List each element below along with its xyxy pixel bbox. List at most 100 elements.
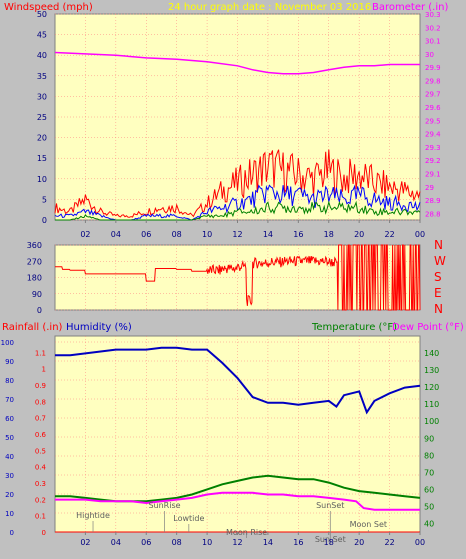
annotation-label: Sun Set	[315, 535, 346, 544]
rainfall-y-tick-label: 0.1	[35, 513, 46, 521]
wind-y-tick-label: 5	[42, 195, 47, 204]
x-tick-label: 12	[232, 538, 242, 547]
direction-y-tick-label: 360	[27, 241, 42, 250]
rainfall-y-tick-label: 0.9	[35, 382, 46, 390]
barometer-y-tick-label: 29.1	[425, 170, 441, 178]
x-tick-label: 10	[202, 230, 212, 239]
x-tick-label: 06	[141, 538, 151, 547]
humidity-line	[55, 346, 421, 415]
rainfall-y-tick-label: 0.6	[35, 431, 47, 439]
temperature-y-tick-label: 110	[424, 400, 439, 409]
temperature-axis-title: Temperature (°F)	[311, 322, 397, 333]
barometer-y-tick-label: 29.6	[425, 104, 441, 112]
barometer-axis-title: Barometer (.in)	[372, 2, 448, 13]
barometer-line	[54, 51, 420, 75]
wind-y-tick-label: 20	[37, 134, 47, 143]
humidity-y-tick-label: 100	[1, 339, 14, 347]
x-tick-label: 02	[80, 538, 90, 547]
temperature-y-tick-label: 120	[424, 383, 439, 392]
x-tick-label: 14	[263, 230, 273, 239]
humidity-y-tick-label: 40	[5, 453, 14, 461]
wind-y-tick-label: 40	[37, 51, 47, 60]
graph-date-title: 24 hour graph date : November 03 2016	[168, 2, 371, 13]
direction-y-tick-label: 180	[27, 274, 42, 283]
direction-y-tick-label: 0	[37, 306, 42, 315]
x-tick-label: 10	[202, 538, 212, 547]
barometer-y-tick-label: 30.2	[425, 24, 441, 32]
wind-axis-labels: 0 5 10 15 20 25 30 35 40 45 50	[37, 10, 47, 225]
x-tick-label: 18	[324, 230, 334, 239]
humidity-axis-title: Humidity (%)	[66, 322, 132, 333]
annotation-label: Moon Rise	[226, 528, 267, 537]
rainfall-y-tick-label: 1	[42, 366, 46, 374]
climate-time-ticks: 02 04 06 08 10 12 14 16 18 20 22 00	[80, 532, 425, 547]
barometer-y-tick-label: 29.2	[425, 157, 441, 165]
rainfall-y-tick-label: 0.2	[35, 496, 46, 504]
barometer-y-tick-label: 29.9	[425, 64, 441, 72]
x-tick-label: 08	[172, 538, 182, 547]
x-tick-label: 00	[415, 230, 425, 239]
compass-e: E	[434, 286, 442, 300]
astronomy-annotations: Hightide SunRise Lowtide Moon Rise SunSet Sun…	[76, 501, 387, 545]
temperature-y-tick-label: 50	[424, 502, 434, 511]
dewpoint-axis-title: Dew Point (°F)	[392, 322, 464, 333]
compass-s: S	[434, 270, 442, 284]
temperature-y-tick-label: 70	[424, 468, 434, 477]
rainfall-y-tick-label: 1.1	[35, 349, 46, 357]
barometer-y-tick-label: 29.8	[425, 77, 441, 85]
wind-direction-line	[55, 244, 421, 311]
wind-y-tick-label: 0	[42, 216, 47, 225]
barometer-y-tick-label: 30	[425, 51, 434, 59]
barometer-y-tick-label: 29.5	[425, 117, 441, 125]
barometer-axis-labels: 28.8 28.9 29 29.1 29.2 29.3 29.4 29.5 29.6 29.7 29…	[425, 11, 441, 218]
temperature-y-tick-label: 80	[424, 451, 434, 460]
temperature-y-tick-label: 100	[424, 417, 439, 426]
climate-right-labels: 40 50 60 70 80 90 100 110 120 130 140	[424, 349, 439, 528]
x-tick-label: 16	[293, 230, 303, 239]
temperature-y-tick-label: 60	[424, 485, 434, 494]
barometer-y-tick-label: 29.4	[425, 131, 441, 139]
temperature-y-tick-label: 140	[424, 349, 439, 358]
x-tick-label: 22	[384, 230, 394, 239]
compass-n-bottom: N	[434, 302, 443, 316]
x-tick-label: 14	[263, 538, 273, 547]
dewpoint-line	[55, 491, 420, 511]
annotation-label: SunSet	[316, 501, 344, 510]
annotation-label: Hightide	[76, 511, 110, 520]
climate-panel	[54, 335, 421, 533]
wind-y-tick-label: 35	[37, 72, 47, 81]
x-tick-label: 16	[293, 538, 303, 547]
direction-grid	[55, 244, 420, 311]
wind-y-tick-label: 25	[37, 113, 47, 122]
direction-y-tick-label: 90	[32, 290, 42, 299]
rainfall-y-tick-label: 0.4	[35, 464, 47, 472]
barometer-y-tick-label: 30.1	[425, 38, 441, 46]
humidity-y-tick-label: 0	[10, 529, 14, 537]
wind-y-tick-label: 10	[37, 175, 47, 184]
compass-w: W	[434, 254, 446, 268]
x-tick-label: 04	[111, 538, 121, 547]
temperature-y-tick-label: 130	[424, 366, 439, 375]
rainfall-axis-title: Rainfall (.in)	[2, 322, 63, 333]
wind-grid	[55, 13, 420, 221]
temperature-y-tick-label: 40	[424, 519, 434, 528]
direction-series	[55, 244, 421, 311]
humidity-y-tick-label: 20	[5, 491, 14, 499]
windspeed-axis-title: Windspeed (mph)	[4, 2, 93, 13]
rainfall-y-tick-label: 0	[42, 529, 46, 537]
wind-y-tick-label: 45	[37, 31, 47, 40]
compass-n-top: N	[434, 238, 443, 252]
x-tick-label: 12	[232, 230, 242, 239]
wind-gust-line	[54, 149, 421, 218]
annotation-label: SunRise	[148, 501, 180, 510]
temperature-y-tick-label: 90	[424, 434, 434, 443]
x-tick-label: 00	[415, 538, 425, 547]
wind-y-tick-label: 50	[37, 10, 47, 19]
rainfall-y-tick-label: 0.5	[35, 447, 46, 455]
wind-y-tick-label: 30	[37, 92, 47, 101]
humidity-y-tick-label: 70	[5, 396, 14, 404]
x-tick-label: 20	[354, 538, 364, 547]
x-tick-label: 06	[141, 230, 151, 239]
